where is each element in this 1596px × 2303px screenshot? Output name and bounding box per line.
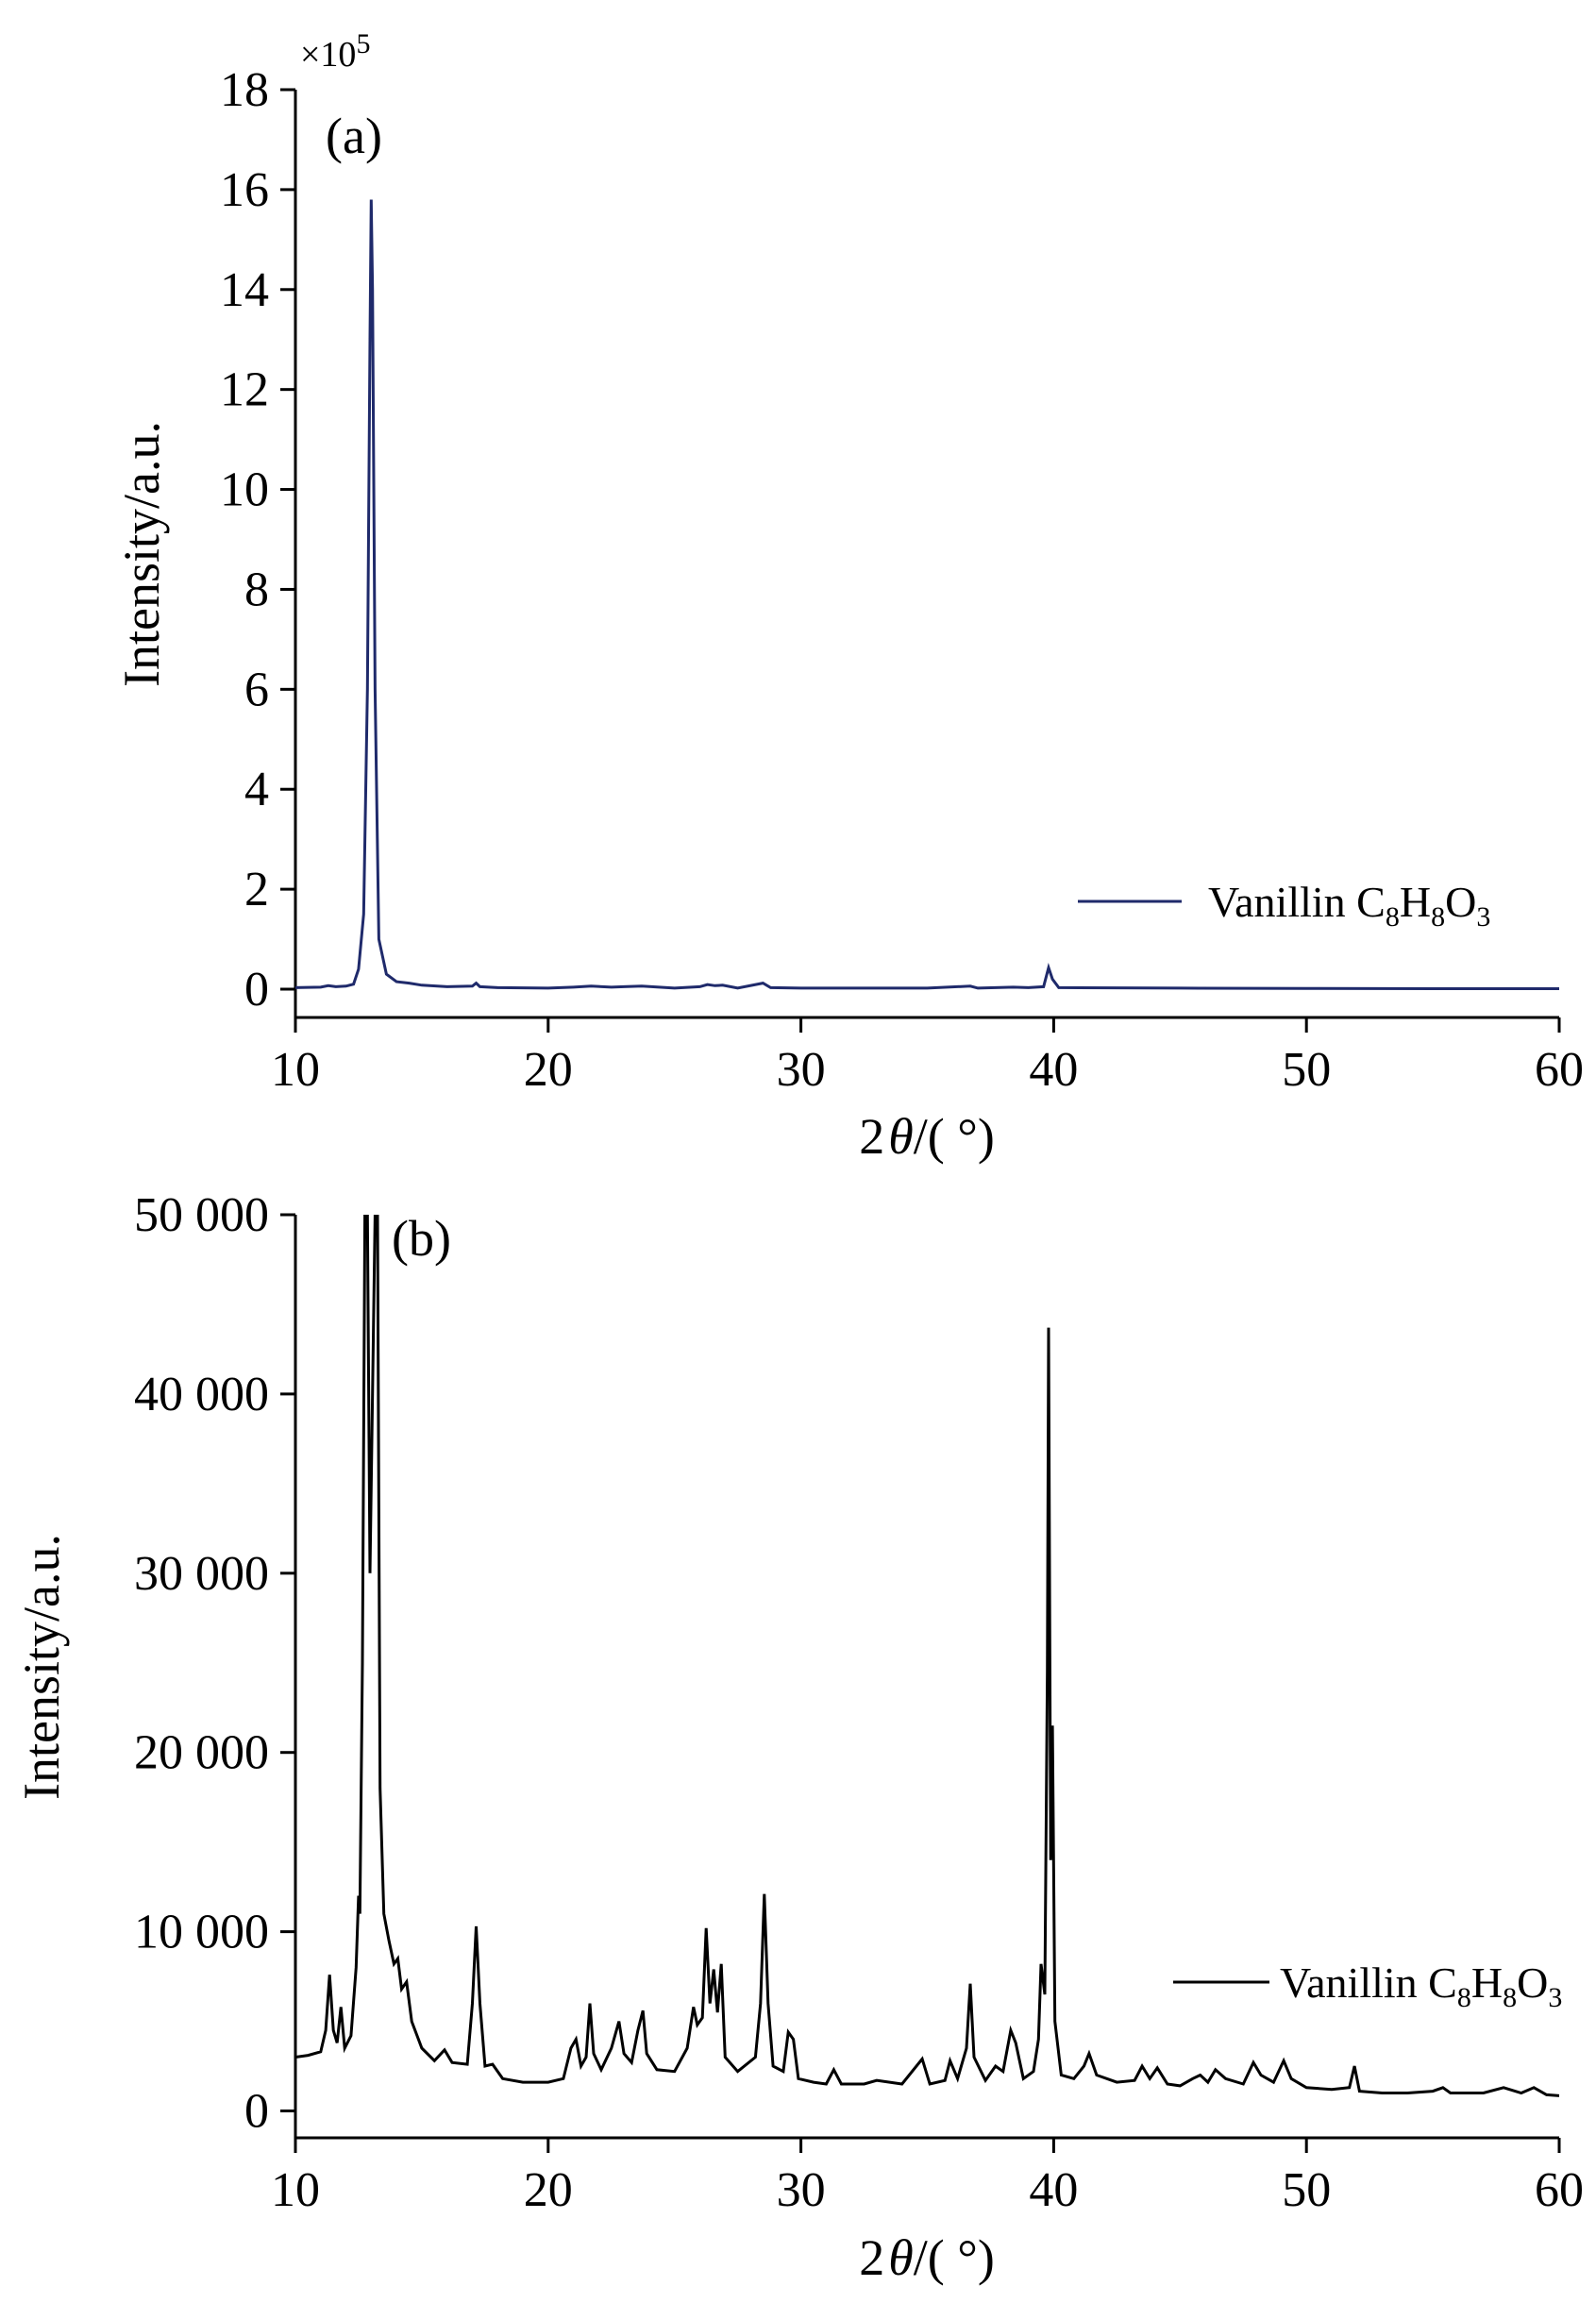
panel-b-legend: Vanillin C8H8O3 bbox=[1173, 1958, 1562, 2013]
x-tick-label: 10 bbox=[271, 1043, 320, 1097]
y-tick-label: 16 bbox=[220, 163, 269, 217]
panel-a-y-axis-title: Intensity/a.u. bbox=[113, 421, 170, 687]
x-tick-label: 40 bbox=[1029, 2163, 1078, 2217]
panel-a-legend: Vanillin C8H8O3 bbox=[1078, 878, 1490, 933]
x-tick-label: 60 bbox=[1535, 2163, 1584, 2217]
x-tick-label: 30 bbox=[777, 2163, 826, 2217]
x-tick-label: 10 bbox=[271, 2163, 320, 2217]
y-tick-label: 40 000 bbox=[134, 1368, 269, 1421]
panel-b-y-axis-title: Intensity/a.u. bbox=[13, 1534, 70, 1800]
y-tick-label: 4 bbox=[244, 763, 269, 816]
y-tick-label: 14 bbox=[220, 263, 269, 317]
x-tick-label: 50 bbox=[1282, 2163, 1331, 2217]
x-tick-label: 20 bbox=[524, 2163, 573, 2217]
panel-a-series-line bbox=[294, 199, 1559, 990]
panel-b-label: (b) bbox=[392, 1210, 451, 1267]
panel-b-x-axis-title: 2θ/( °) bbox=[859, 2229, 995, 2286]
panel-a-x-ticks: 10 20 30 40 50 60 bbox=[271, 1017, 1584, 1097]
y-tick-label: 10 000 bbox=[134, 1906, 269, 1959]
y-tick-label: 10 bbox=[220, 463, 269, 517]
y-tick-label: 0 bbox=[244, 2085, 269, 2139]
panel-a-chart: 0 2 4 6 8 10 12 14 16 18 10 20 30 40 50 60 (a) ×105 In… bbox=[113, 28, 1584, 1165]
y-tick-label: 0 bbox=[244, 963, 269, 1017]
panel-b-x-ticks: 10 20 30 40 50 60 bbox=[271, 2138, 1584, 2217]
y-tick-label: 6 bbox=[244, 663, 269, 716]
panel-a-multiplier: ×105 bbox=[300, 28, 370, 75]
x-tick-label: 30 bbox=[777, 1043, 826, 1097]
panel-a-y-ticks: 0 2 4 6 8 10 12 14 16 18 bbox=[220, 63, 295, 1017]
y-tick-label: 8 bbox=[244, 563, 269, 616]
y-tick-label: 12 bbox=[220, 363, 269, 417]
y-tick-label: 30 000 bbox=[134, 1547, 269, 1601]
panel-b-legend-label: Vanillin C8H8O3 bbox=[1280, 1958, 1562, 2013]
x-tick-label: 60 bbox=[1535, 1043, 1584, 1097]
panel-a-x-axis-title: 2θ/( °) bbox=[859, 1108, 995, 1165]
y-tick-label: 20 000 bbox=[134, 1726, 269, 1780]
panel-a-legend-label: Vanillin C8H8O3 bbox=[1208, 878, 1490, 933]
panel-b-y-ticks: 0 10 000 20 000 30 000 40 000 50 000 bbox=[134, 1188, 295, 2139]
y-tick-label: 18 bbox=[220, 63, 269, 117]
x-tick-label: 40 bbox=[1029, 1043, 1078, 1097]
panel-b-series-line bbox=[295, 1215, 1559, 2097]
panel-b-chart: 0 10 000 20 000 30 000 40 000 50 000 10 20 30 40… bbox=[13, 1188, 1584, 2286]
panel-a-label: (a) bbox=[326, 108, 382, 164]
y-tick-label: 50 000 bbox=[134, 1188, 269, 1242]
x-tick-label: 20 bbox=[524, 1043, 573, 1097]
y-tick-label: 2 bbox=[244, 863, 269, 916]
x-tick-label: 50 bbox=[1282, 1043, 1331, 1097]
